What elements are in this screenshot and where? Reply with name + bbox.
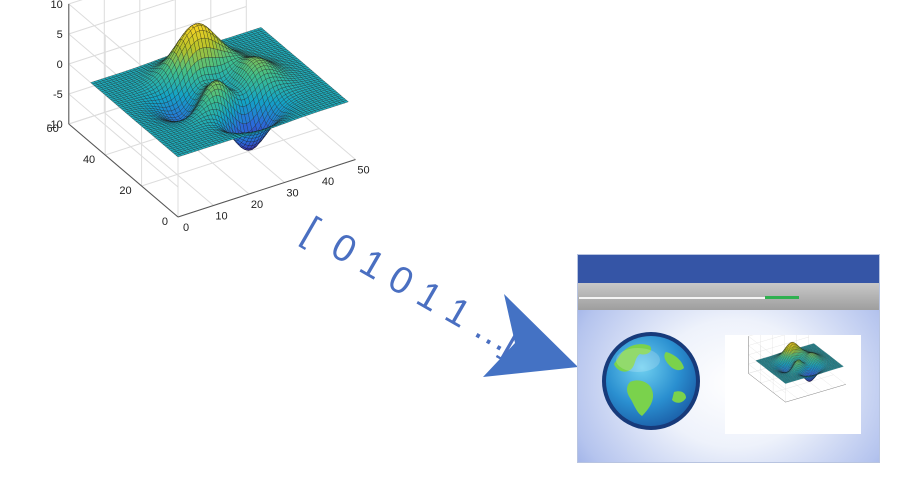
z-tick-label: 10 (51, 0, 63, 11)
y-tick-label: 40 (83, 154, 95, 166)
binary-digit: 1 (410, 273, 449, 320)
y-tick-label: 60 (47, 123, 59, 135)
binary-digit: 1 (438, 289, 477, 336)
binary-digit: [ (296, 209, 327, 251)
z-tick-label: -10 (47, 119, 63, 131)
right-arrow-icon (483, 294, 578, 377)
app-window (577, 254, 880, 463)
y-tick-label: 0 (162, 216, 168, 228)
x-tick-label: 20 (251, 199, 263, 211)
binary-digit: 1 (353, 241, 392, 288)
window-toolbar (578, 283, 879, 310)
x-tick-label: 40 (322, 176, 334, 188)
z-tick-label: 5 (57, 29, 63, 41)
x-tick-label: 30 (286, 188, 298, 200)
x-tick-label: 10 (215, 211, 227, 223)
surface-plot-thumbnail (725, 318, 861, 434)
z-tick-label: 0 (57, 59, 63, 71)
x-tick-label: 50 (357, 165, 369, 177)
y-tick-label: 20 (119, 185, 131, 197)
binary-digit: 0 (381, 257, 420, 304)
window-titlebar (578, 255, 879, 283)
progress-track (579, 297, 766, 299)
surface-mesh (90, 22, 349, 158)
z-tick-label: -5 (53, 89, 63, 101)
x-tick-label: 0 (183, 222, 189, 234)
progress-fill (765, 296, 799, 299)
globe-icon (602, 332, 700, 430)
binary-digit: 0 (324, 225, 363, 272)
